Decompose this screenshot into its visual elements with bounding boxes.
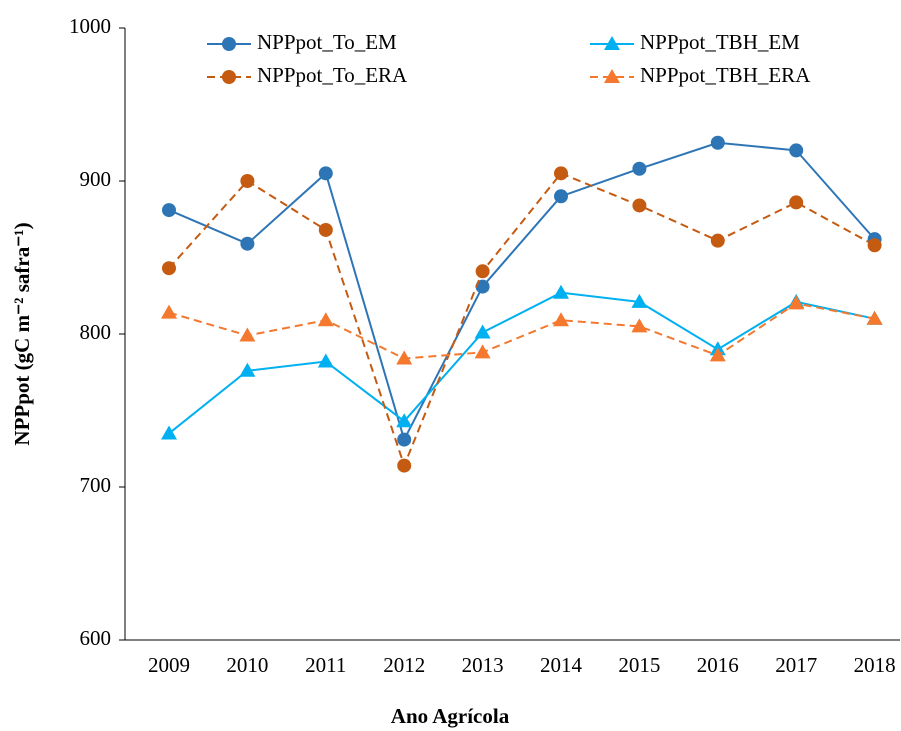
data-point [317, 353, 334, 368]
data-point [318, 222, 333, 237]
legend-label: NPPpot_To_EM [257, 30, 397, 54]
data-point [240, 174, 255, 188]
x-tick-label: 2015 [618, 653, 660, 677]
legend-label: NPPpot_TBH_ERA [640, 63, 811, 87]
x-tick-label: 2014 [540, 653, 583, 677]
data-point [239, 327, 256, 342]
data-point [710, 135, 725, 150]
data-point [161, 425, 177, 440]
data-point [318, 166, 333, 181]
x-tick-label: 2009 [148, 653, 190, 677]
x-tick-label: 2018 [854, 653, 896, 677]
data-point [710, 233, 725, 248]
series-line [168, 291, 875, 435]
data-point [475, 264, 490, 279]
data-point [397, 458, 412, 473]
data-point [554, 189, 568, 204]
data-point [553, 312, 569, 327]
series-line [168, 141, 876, 443]
y-axis-label: NPPpot (gC m⁻² safra⁻¹) [10, 222, 34, 445]
data-point [709, 347, 726, 362]
data-point [239, 362, 256, 377]
data-point [162, 203, 176, 218]
data-point [474, 324, 491, 339]
legend-marker [222, 37, 236, 51]
y-tick-label: 700 [80, 473, 112, 497]
data-point [632, 198, 647, 213]
data-point [162, 261, 176, 276]
x-tick-label: 2012 [383, 653, 425, 677]
data-point [397, 432, 412, 447]
data-point [632, 161, 647, 176]
y-tick-label: 1000 [69, 14, 111, 38]
data-point [474, 344, 491, 359]
data-point [396, 413, 413, 428]
data-point [240, 236, 255, 251]
x-axis-label: Ano Agrícola [391, 704, 510, 728]
data-point [631, 293, 648, 308]
x-tick-label: 2017 [775, 653, 817, 677]
x-tick-label: 2010 [226, 653, 268, 677]
series-line [168, 302, 875, 360]
x-tick-label: 2013 [462, 653, 504, 677]
data-point [475, 279, 490, 294]
y-tick-label: 600 [80, 626, 112, 650]
data-point [631, 318, 648, 333]
y-tick-label: 800 [80, 320, 112, 344]
x-tick-label: 2011 [305, 653, 346, 677]
data-point [867, 238, 882, 253]
series-line [168, 172, 876, 469]
legend-marker [222, 70, 236, 84]
data-point [788, 295, 805, 310]
y-tick-label: 900 [80, 167, 112, 191]
data-point [553, 284, 569, 299]
legend-label: NPPpot_To_ERA [257, 63, 408, 87]
data-point [317, 312, 334, 327]
data-point [161, 304, 177, 319]
data-point [554, 166, 568, 181]
x-tick-label: 2016 [697, 653, 739, 677]
legend-marker [604, 36, 620, 50]
legend-marker [604, 69, 620, 83]
data-point [866, 310, 883, 325]
data-point [789, 143, 804, 158]
data-point [396, 350, 413, 365]
legend-label: NPPpot_TBH_EM [640, 30, 800, 54]
data-point [789, 195, 804, 210]
